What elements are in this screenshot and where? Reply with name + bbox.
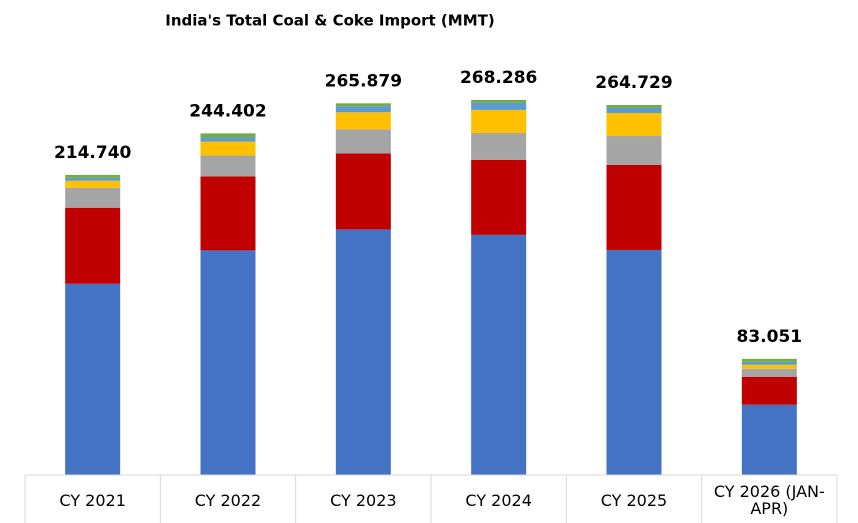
bar-segment: [335, 129, 391, 154]
bar-segment: [471, 132, 527, 160]
bar-segment: [65, 177, 121, 181]
total-label: 83.051: [737, 327, 803, 347]
bar-segment: [606, 249, 662, 475]
bar-segment: [335, 112, 391, 130]
bar-segment: [335, 153, 391, 230]
bar-segment: [741, 364, 797, 369]
bar-segment: [606, 107, 662, 113]
chart-title: India's Total Coal & Coke Import (MMT): [165, 12, 494, 30]
bar-segment: [471, 102, 527, 110]
bar-segment: [65, 187, 121, 208]
x-tick-label: CY 2021: [59, 490, 126, 510]
bar-segment: [200, 133, 256, 138]
x-tick-label-box: CY 2022: [194, 490, 262, 510]
x-tick-label-box: CY 2026 (JAN-APR): [713, 482, 825, 518]
bar-segment: [200, 176, 256, 251]
x-tick-label: CY 2024: [465, 490, 532, 510]
x-tick-label: CY 2026 (JAN-APR): [713, 482, 825, 518]
x-tick-label: CY 2023: [330, 490, 397, 510]
x-tick-label: CY 2025: [600, 490, 668, 510]
x-tick-label-box: CY 2023: [330, 490, 397, 510]
bar-segment: [65, 174, 121, 178]
bar-segment: [741, 368, 797, 377]
bar-segment: [335, 106, 391, 113]
x-tick-label-box: CY 2024: [465, 490, 532, 510]
total-label: 265.879: [325, 71, 402, 91]
bar-segment: [200, 137, 256, 142]
bar-segment: [471, 234, 527, 475]
total-label: 264.729: [595, 73, 672, 93]
bar-segment: [65, 283, 121, 475]
bar-segment: [606, 112, 662, 137]
x-tick-label-box: CY 2025: [600, 490, 668, 510]
bar-segment: [606, 136, 662, 165]
bar-segment: [65, 207, 121, 284]
bar-segment: [335, 229, 391, 475]
bar-segment: [471, 109, 527, 133]
bar-segment: [741, 358, 797, 362]
total-label: 268.286: [460, 68, 537, 88]
bar-segment: [741, 361, 797, 365]
bar-segment: [471, 99, 527, 103]
bar-segment: [741, 404, 797, 475]
x-tick-label: CY 2022: [194, 490, 262, 510]
total-label: 214.740: [54, 143, 132, 163]
bar-segment: [471, 159, 527, 235]
bar-segment: [606, 105, 662, 108]
x-tick-label-box: CY 2021: [59, 490, 126, 510]
bar-segment: [65, 180, 121, 188]
bar-segment: [200, 141, 256, 156]
bar-segment: [200, 155, 256, 177]
bar-segment: [335, 103, 391, 107]
bar-segment: [200, 250, 256, 475]
total-label: 244.402: [189, 101, 266, 121]
bar-segment: [606, 164, 662, 250]
bar-segment: [741, 376, 797, 405]
